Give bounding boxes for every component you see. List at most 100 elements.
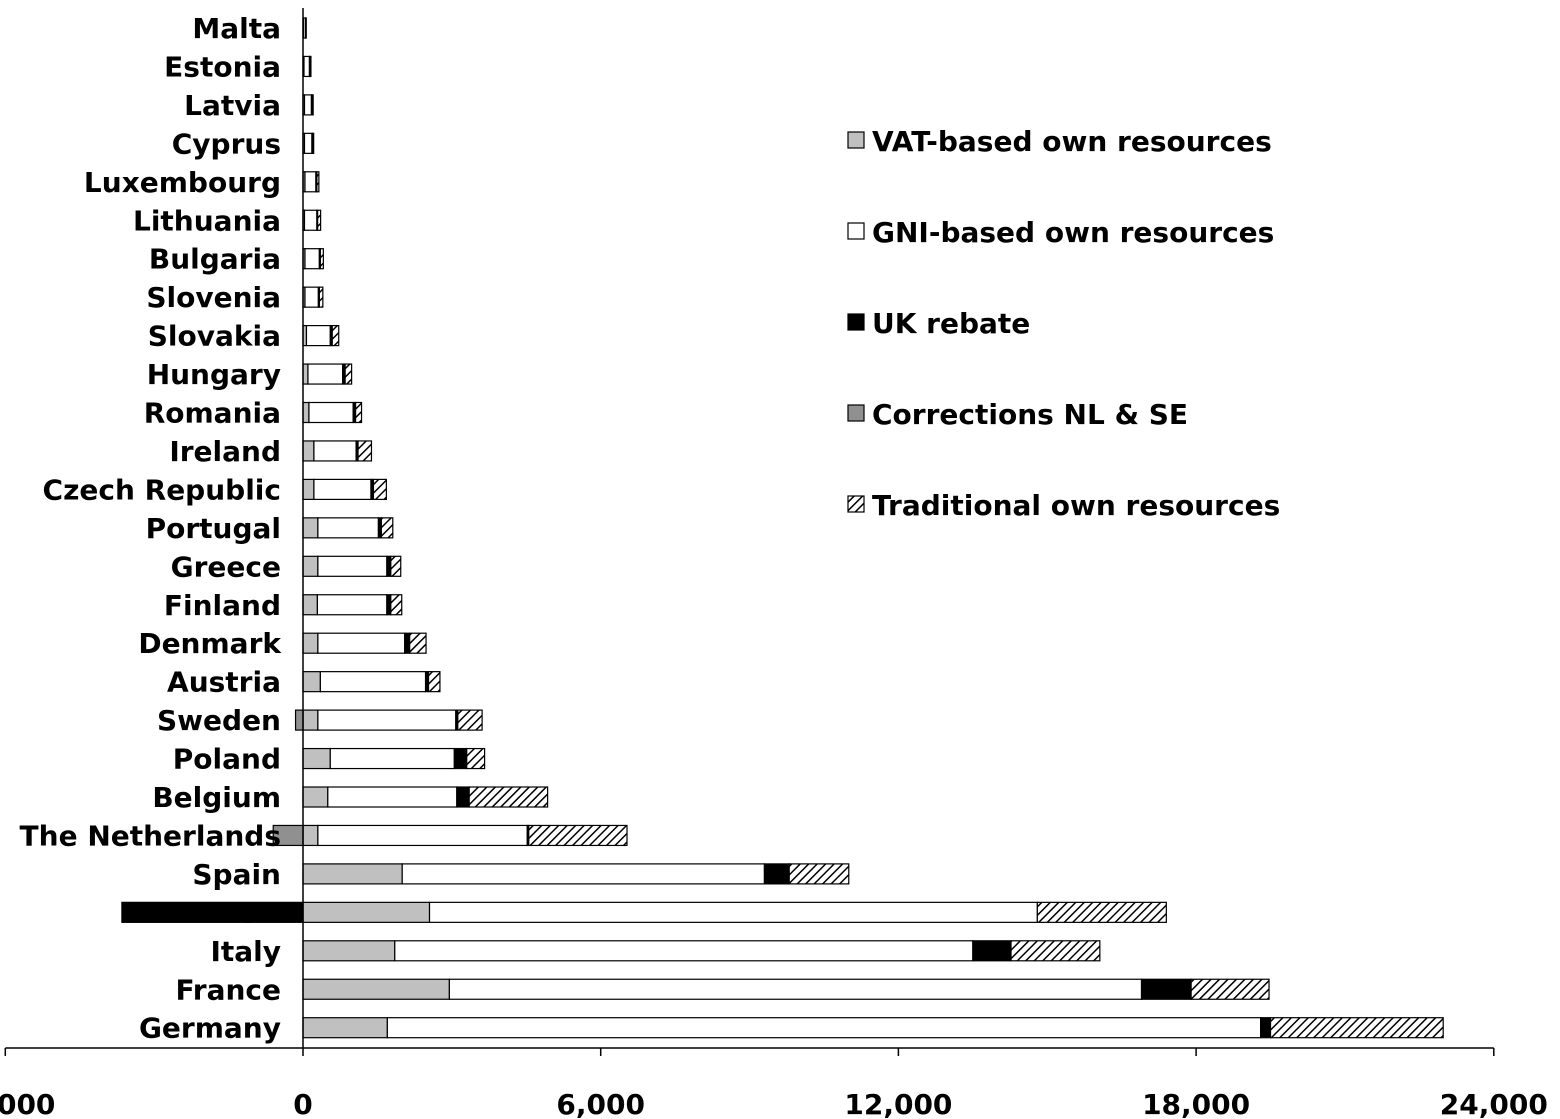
bar-estonia-gni-based-own-resources [303,55,311,78]
bar-bulgaria-traditional-own-resources [319,248,324,270]
bar-czech-republic-traditional-own-resources [372,478,387,500]
bar-poland-gni-based-own-resources [329,747,455,770]
category-label-romania: Romania [144,397,281,430]
bar-sweden-corrections-nl-se [294,709,304,731]
bar-denmark-gni-based-own-resources [317,632,406,654]
legend-label-vat-based-own-resources: VAT-based own resources [872,125,1272,158]
legend: VAT-based own resources GNI-based own res… [847,125,1280,522]
x-tick-label-3: 12,000 [844,1088,952,1119]
bar-austria-vat-based-own-resources [302,671,321,693]
category-label-estonia: Estonia [164,50,281,83]
x-tick-label-1: 0 [293,1088,312,1119]
category-label-germany: Germany [139,1012,281,1045]
bar-spain-gni-based-own-resources [401,863,766,885]
category-label-czech-republic: Czech Republic [43,473,281,506]
bar-spain-vat-based-own-resources [302,863,403,885]
bar-germany-uk-rebate [1259,1017,1272,1039]
bar-slovenia-traditional-own-resources [318,286,324,308]
category-label-finland: Finland [164,589,281,622]
x-tick-label-4: 18,000 [1142,1088,1250,1119]
bar-cyprus-gni-based-own-resources [303,132,313,154]
bar-austria-gni-based-own-resources [319,671,427,693]
bar-poland-uk-rebate [453,747,468,770]
bar-italy-traditional-own-resources [1010,940,1101,962]
legend-swatch-gni-based-own-resources [847,222,865,240]
bar-germany-gni-based-own-resources [386,1017,1262,1039]
bar-france-uk-rebate [1140,978,1192,1000]
bar-belgium-gni-based-own-resources [327,786,458,808]
bar-romania-gni-based-own-resources [308,401,354,424]
bar-latvia-gni-based-own-resources [303,94,313,116]
x-tick-label-5: 24,000 [1440,1088,1548,1119]
bar-latvia-traditional-own-resources [311,94,314,116]
x-tick-label-2: 6,000 [556,1088,645,1119]
bar-portugal-traditional-own-resources [380,517,394,539]
legend-swatch-vat-based-own-resources [847,131,865,149]
bars-layer [121,17,1444,1039]
bar-bulgaria-gni-based-own-resources [304,248,320,270]
bar-hungary-traditional-own-resources [344,363,353,385]
category-label-the-netherlands: The Netherlands [20,819,281,852]
bar-portugal-vat-based-own-resources [302,517,319,539]
bar-greece-gni-based-own-resources [317,555,388,577]
category-label-spain: Spain [192,858,281,891]
bar-ireland-vat-based-own-resources [302,440,315,462]
category-label-slovakia: Slovakia [148,320,281,353]
bar-greece-vat-based-own-resources [302,555,319,577]
bar-italy-uk-rebate [972,940,1012,962]
category-label-malta: Malta [192,12,281,45]
category-label-italy: Italy [210,935,281,968]
bar-belgium-vat-based-own-resources [302,786,329,808]
legend-swatch-uk-rebate [847,313,865,331]
category-label-cyprus: Cyprus [172,127,281,160]
bar-hungary-gni-based-own-resources [307,363,344,385]
category-label-uk: UK [237,896,283,929]
bar-austria-traditional-own-resources [427,671,441,693]
bar-denmark-uk-rebate [404,632,411,654]
bar-italy-vat-based-own-resources [302,940,396,962]
bar-slovenia-gni-based-own-resources [304,286,319,308]
bar-portugal-gni-based-own-resources [317,517,380,539]
category-label-bulgaria: Bulgaria [149,243,281,276]
bar-uk-traditional-own-resources [1036,901,1167,923]
bar-the-netherlands-vat-based-own-resources [302,824,319,847]
bar-slovakia-gni-based-own-resources [305,325,331,347]
legend-label-corrections-nl-se: Corrections NL & SE [872,398,1188,431]
bar-france-gni-based-own-resources [448,978,1143,1000]
bar-ireland-gni-based-own-resources [313,440,357,462]
bar-sweden-gni-based-own-resources [317,709,457,731]
bar-cyprus-traditional-own-resources [312,132,315,154]
x-axis: -6,000 0 6,000 12,000 18,000 24,000 [0,8,1548,1119]
bar-lithuania-gni-based-own-resources [303,209,318,231]
category-label-austria: Austria [167,666,281,699]
bar-czech-republic-vat-based-own-resources [302,478,315,500]
category-label-slovenia: Slovenia [146,281,281,314]
bar-romania-vat-based-own-resources [302,401,310,424]
bar-spain-traditional-own-resources [788,863,850,885]
legend-label-uk-rebate: UK rebate [872,307,1030,340]
category-label-denmark: Denmark [138,627,282,660]
category-label-hungary: Hungary [147,358,281,391]
category-label-luxembourg: Luxembourg [84,166,281,199]
bar-uk-vat-based-own-resources [302,901,431,923]
category-label-belgium: Belgium [152,781,281,814]
category-label-ireland: Ireland [169,435,281,468]
bar-finland-gni-based-own-resources [316,594,388,616]
bar-the-netherlands-traditional-own-resources [528,824,628,847]
category-label-portugal: Portugal [146,512,281,545]
bar-the-netherlands-gni-based-own-resources [317,824,528,847]
category-labels: Malta Estonia Latvia Cyprus Luxembourg Lithua… [20,12,283,1045]
bar-poland-traditional-own-resources [466,747,486,770]
bar-germany-vat-based-own-resources [302,1017,388,1039]
legend-swatch-traditional-own-resources [847,495,865,513]
category-label-greece: Greece [171,550,281,583]
category-label-lithuania: Lithuania [133,204,281,237]
bar-luxembourg-traditional-own-resources [316,171,320,193]
bar-poland-vat-based-own-resources [302,747,331,770]
legend-swatch-corrections-nl-se [847,404,865,422]
legend-label-gni-based-own-resources: GNI-based own resources [872,216,1274,249]
legend-label-traditional-own-resources: Traditional own resources [872,489,1280,522]
bar-malta-traditional-own-resources [305,17,307,39]
category-label-sweden: Sweden [157,704,281,737]
